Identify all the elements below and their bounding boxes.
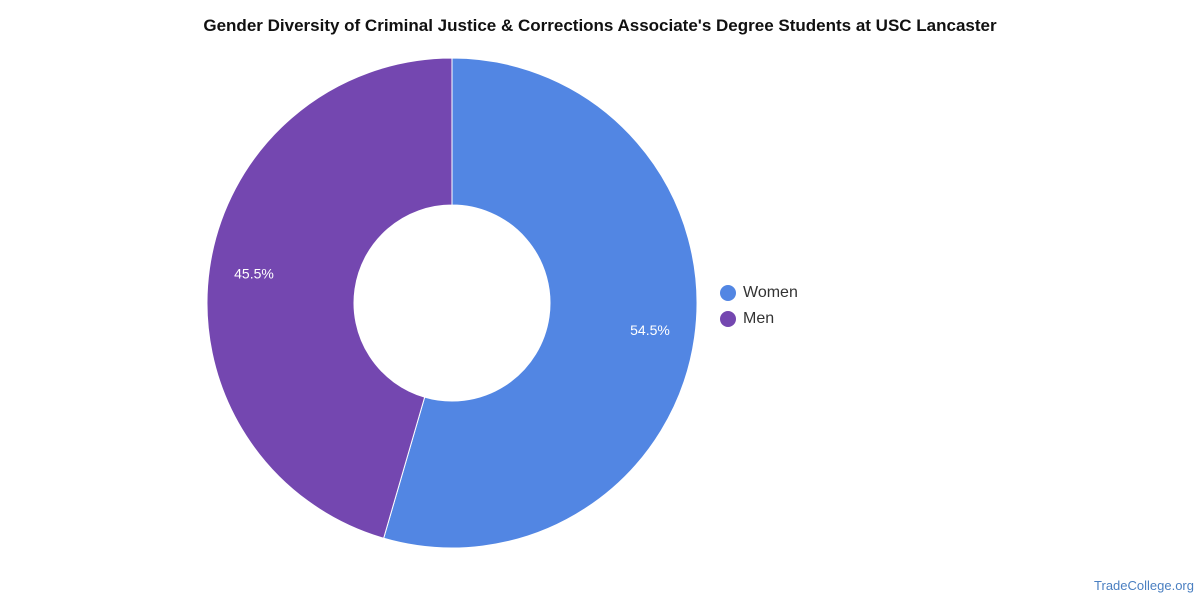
legend-swatch-men [720, 311, 736, 327]
legend: Women Men [720, 280, 798, 332]
slice-women[interactable] [383, 57, 698, 549]
legend-item-women[interactable]: Women [720, 280, 798, 306]
legend-swatch-women [720, 285, 736, 301]
legend-label-women: Women [743, 284, 798, 301]
donut-labels: 54.5% 45.5% [234, 266, 670, 338]
slice-label-men: 45.5% [234, 266, 274, 282]
slice-men[interactable] [206, 57, 453, 539]
slice-label-women: 54.5% [630, 322, 670, 338]
donut-slices [206, 57, 698, 549]
source-credit[interactable]: TradeCollege.org [1094, 578, 1194, 593]
chart-title: Gender Diversity of Criminal Justice & C… [203, 16, 997, 35]
legend-item-men[interactable]: Men [720, 306, 798, 332]
legend-label-men: Men [743, 310, 775, 327]
